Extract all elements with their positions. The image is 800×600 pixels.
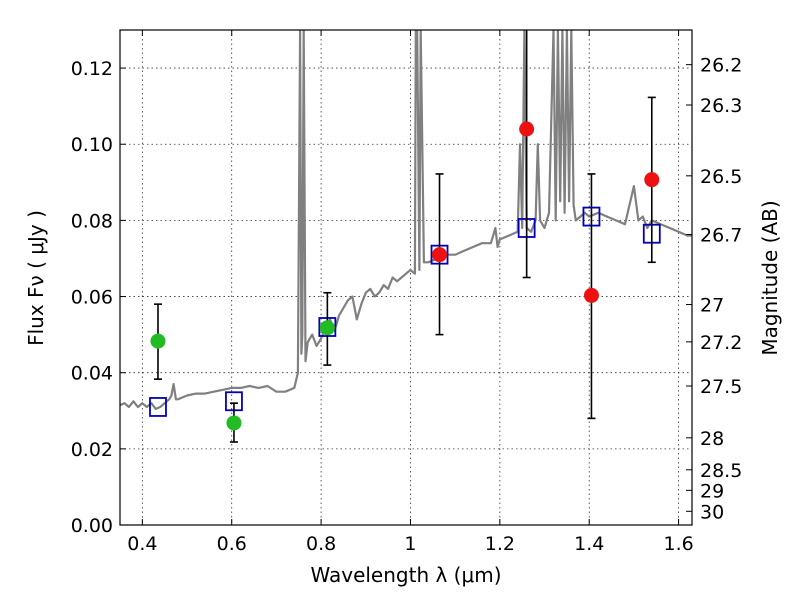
right-tick-label: 29 (700, 480, 724, 502)
right-axis-label: Magnitude (AB) (758, 200, 782, 355)
x-tick-label: 0.8 (306, 533, 336, 555)
right-tick-label: 28.5 (700, 460, 742, 482)
right-tick-label: 26.3 (700, 95, 742, 117)
right-tick-label: 27 (700, 295, 724, 317)
right-tick-label: 30 (700, 501, 724, 523)
observed-point (150, 333, 166, 349)
observed-point (226, 415, 242, 431)
y-tick-label: 0.08 (71, 210, 113, 232)
x-tick-label: 1.6 (663, 533, 693, 555)
axis-ticks: 0.4 0.6 0.8 1 1.2 1.4 1.6 0.00 0.02 0.04 0.06 0.08 0… (71, 30, 742, 555)
right-tick-label: 27.2 (700, 332, 742, 354)
x-tick-label: 1.2 (485, 533, 515, 555)
y-tick-label: 0.02 (71, 439, 113, 461)
observed-point (644, 172, 660, 188)
photometry-marks (149, 30, 661, 443)
y-tick-label: 0.12 (71, 58, 113, 80)
right-tick-label: 27.5 (700, 376, 742, 398)
observed-point (432, 247, 448, 263)
y-tick-label: 0.04 (71, 363, 113, 385)
model-square-marker (149, 397, 167, 417)
x-tick-label: 1 (404, 533, 416, 555)
x-tick-label: 1.4 (574, 533, 604, 555)
observed-point (583, 287, 599, 303)
right-tick-label: 28 (700, 428, 724, 450)
plot-frame (119, 29, 693, 526)
x-tick-label: 0.4 (127, 533, 157, 555)
observed-point (319, 320, 335, 336)
spectrum-line (120, 30, 692, 410)
y-tick-label: 0.10 (71, 134, 113, 156)
spectrum (120, 30, 692, 410)
observed-point (519, 121, 535, 137)
right-tick-label: 26.7 (700, 224, 742, 246)
right-tick-label: 26.2 (700, 55, 742, 77)
x-axis-label: Wavelength λ (μm) (310, 563, 501, 587)
plot-background (120, 30, 692, 525)
right-tick-label: 26.5 (700, 166, 742, 188)
grid (120, 30, 692, 526)
y-axis-label: Flux Fν ( μJy ) (24, 210, 48, 346)
y-tick-label: 0.06 (71, 287, 113, 309)
y-tick-label: 0.00 (71, 515, 113, 537)
x-tick-label: 0.6 (217, 533, 247, 555)
